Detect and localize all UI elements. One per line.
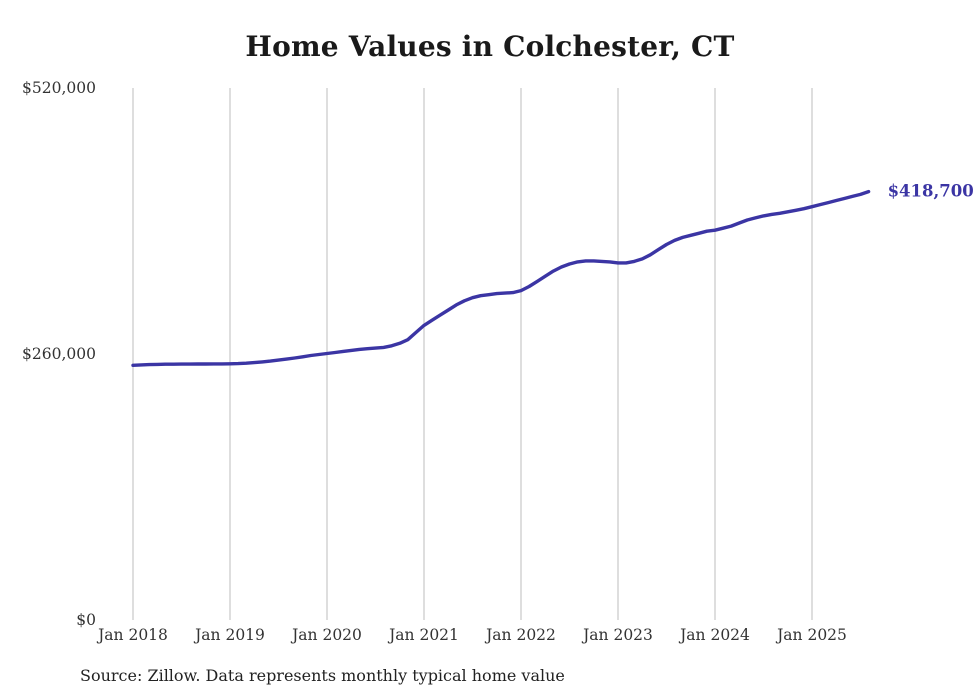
x-tick-label: Jan 2021 [387, 626, 459, 644]
y-tick-label: $520,000 [22, 79, 96, 97]
x-tick-label: Jan 2019 [193, 626, 265, 644]
end-value-label: $418,700 [888, 182, 974, 201]
value-line [131, 189, 871, 367]
y-tick-label: $260,000 [22, 345, 96, 363]
x-tick-label: Jan 2024 [678, 626, 750, 644]
x-tick-label: Jan 2020 [290, 626, 362, 644]
x-tick-label: Jan 2023 [581, 626, 653, 644]
chart-title: Home Values in Colchester, CT [245, 30, 735, 63]
source-note: Source: Zillow. Data represents monthly … [80, 666, 565, 685]
x-tick-label: Jan 2025 [775, 626, 847, 644]
x-tick-label: Jan 2018 [96, 626, 168, 644]
x-tick-label: Jan 2022 [484, 626, 556, 644]
y-tick-label: $0 [76, 611, 96, 629]
